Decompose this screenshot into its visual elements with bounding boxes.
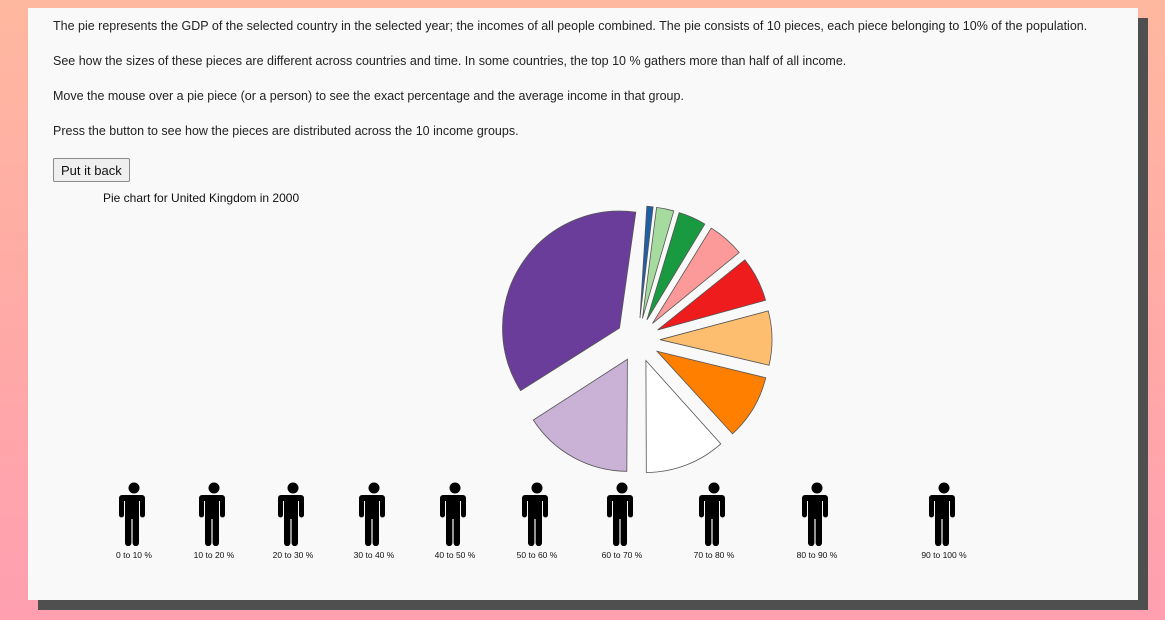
pie-slice-7[interactable] xyxy=(655,350,767,435)
pie-slice-3[interactable] xyxy=(646,212,706,321)
income-group-label: 40 to 50 % xyxy=(434,550,476,560)
person-group-5[interactable]: 40 to 50 % xyxy=(415,482,495,562)
person-icon xyxy=(522,482,548,546)
person-icon xyxy=(699,482,725,546)
income-group-label: 30 to 40 % xyxy=(353,550,395,560)
person-icon xyxy=(278,482,304,546)
pie-slice-4[interactable] xyxy=(652,227,740,324)
person-group-9[interactable]: 80 to 90 % xyxy=(777,482,857,562)
pie-slice-5[interactable] xyxy=(657,259,767,331)
income-group-label: 60 to 70 % xyxy=(601,550,643,560)
income-group-label: 10 to 20 % xyxy=(193,550,235,560)
pie-slice-9[interactable] xyxy=(532,358,628,472)
pie-chart xyxy=(502,205,773,473)
chart-title: Pie chart for United Kingdom in 2000 xyxy=(103,191,300,205)
person-icon xyxy=(607,482,633,546)
person-icon xyxy=(359,482,385,546)
person-group-4[interactable]: 30 to 40 % xyxy=(334,482,414,562)
person-icon xyxy=(929,482,955,546)
person-icon xyxy=(199,482,225,546)
person-group-2[interactable]: 10 to 20 % xyxy=(174,482,254,562)
person-group-8[interactable]: 70 to 80 % xyxy=(674,482,754,562)
pie-slice-1[interactable] xyxy=(639,205,654,319)
intro-paragraph-1: The pie represents the GDP of the select… xyxy=(53,19,1088,33)
person-group-6[interactable]: 50 to 60 % xyxy=(497,482,577,562)
person-group-10[interactable]: 90 to 100 % xyxy=(904,482,984,562)
income-group-label: 80 to 90 % xyxy=(796,550,838,560)
pie-slice-8[interactable] xyxy=(645,359,722,473)
person-icon xyxy=(802,482,828,546)
income-group-label: 90 to 100 % xyxy=(921,550,967,560)
person-group-3[interactable]: 20 to 30 % xyxy=(253,482,333,562)
income-group-label: 0 to 10 % xyxy=(116,550,152,560)
income-group-label: 50 to 60 % xyxy=(516,550,558,560)
pie-slice-2[interactable] xyxy=(642,206,675,319)
content-card: The pie represents the GDP of the select… xyxy=(28,8,1138,600)
put-it-back-button[interactable]: Put it back xyxy=(53,158,130,182)
pie-slice-10[interactable] xyxy=(502,210,637,392)
intro-paragraph-3: Move the mouse over a pie piece (or a pe… xyxy=(53,89,684,103)
person-icon xyxy=(440,482,466,546)
person-icon xyxy=(119,482,145,546)
intro-paragraph-4: Press the button to see how the pieces a… xyxy=(53,124,519,138)
income-group-label: 20 to 30 % xyxy=(272,550,314,560)
intro-paragraph-2: See how the sizes of these pieces are di… xyxy=(53,54,847,68)
person-group-1[interactable]: 0 to 10 % xyxy=(94,482,174,562)
person-group-7[interactable]: 60 to 70 % xyxy=(582,482,662,562)
income-group-label: 70 to 80 % xyxy=(693,550,735,560)
pie-slice-6[interactable] xyxy=(659,310,773,366)
